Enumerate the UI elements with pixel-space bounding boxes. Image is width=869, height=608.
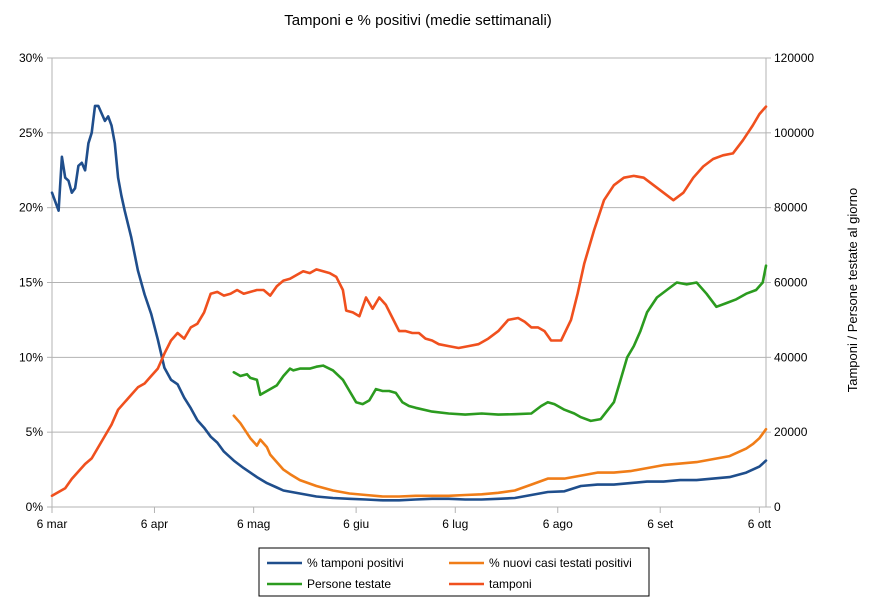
y-left-tick-label: 20% (19, 201, 43, 215)
series-line-tamponi (50, 105, 768, 498)
legend-entry-label: tamponi (489, 577, 532, 591)
x-tick-label: 6 ott (748, 517, 772, 531)
legend-entry-label: % nuovi casi testati positivi (489, 556, 632, 570)
legend: % tamponi positivi % nuovi casi testati p… (258, 547, 650, 597)
legend-entry-label: Persone testate (307, 577, 391, 591)
y-right-tick-label: 120000 (774, 51, 814, 65)
y-right-tick-label: 20000 (774, 425, 808, 439)
y-right-tick-label: 60000 (774, 276, 808, 290)
y-left-tick-label: 5% (26, 425, 44, 439)
chart-title: Tamponi e % positivi (medie settimanali) (284, 12, 552, 29)
y-left-tick-label: 15% (19, 276, 43, 290)
x-tick-label: 6 mar (37, 517, 68, 531)
y-right-tick-label: 40000 (774, 350, 808, 364)
y-right-tick-label: 80000 (774, 201, 808, 215)
series-layer (50, 104, 768, 502)
x-tick-label: 6 giu (343, 517, 369, 531)
y-left-tick-label: 0% (26, 500, 44, 514)
y-right-tick-label: 0 (774, 500, 781, 514)
axes: 0% 5% 10% 15% 20% 25% 30% 0 20000 40000 60000 80000… (19, 51, 814, 531)
y-right-axis-label: Tamponi / Persone testate al giorno (845, 188, 860, 393)
x-tick-label: 6 apr (141, 517, 168, 531)
x-tick-label: 6 lug (442, 517, 468, 531)
y-left-tick-label: 25% (19, 126, 43, 140)
legend-entry-label: % tamponi positivi (307, 556, 404, 570)
x-tick-label: 6 set (647, 517, 674, 531)
y-left-tick-label: 30% (19, 51, 43, 65)
y-left-tick-label: 10% (19, 350, 43, 364)
series-line-tamponi-positivi (50, 104, 768, 502)
y-right-tick-label: 100000 (774, 126, 814, 140)
legend-box (258, 547, 650, 597)
x-tick-label: 6 mag (237, 517, 270, 531)
x-tick-label: 6 ago (543, 517, 573, 531)
series-line-persone-testate (232, 264, 768, 423)
series-line-nuovi-casi-testati-positivi (232, 414, 768, 498)
